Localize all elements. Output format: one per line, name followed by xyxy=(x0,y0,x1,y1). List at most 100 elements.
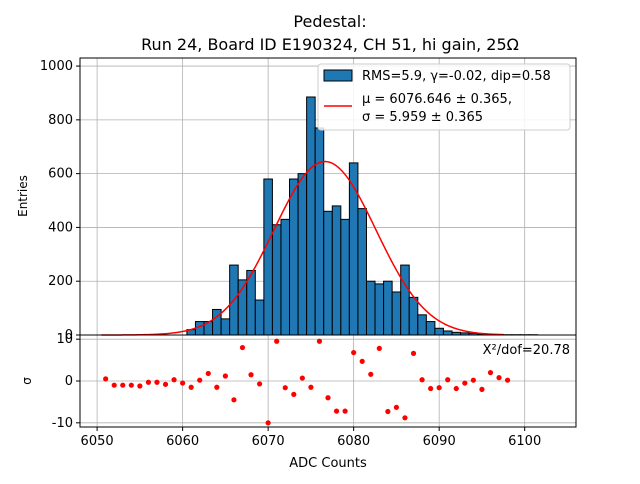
hist-bar xyxy=(384,281,393,335)
hist-bar xyxy=(298,174,307,335)
hist-bar xyxy=(426,322,435,335)
hist-bar xyxy=(307,97,316,335)
residual-point xyxy=(283,385,288,390)
residual-point xyxy=(360,359,365,364)
residual-point xyxy=(291,392,296,397)
residual-point xyxy=(411,351,416,356)
hist-y-tick-label: 800 xyxy=(48,113,73,128)
legend: RMS=5.9, γ=-0.02, dip=0.58 μ = 6076.646 … xyxy=(318,64,570,130)
hist-bar xyxy=(324,211,333,335)
residual-point xyxy=(488,370,493,375)
residual-point xyxy=(334,409,339,414)
residual-point xyxy=(180,380,185,385)
residual-y-axis-label: σ xyxy=(20,377,34,385)
residual-point xyxy=(214,385,219,390)
legend-hist-swatch xyxy=(324,70,352,81)
residual-point xyxy=(206,371,211,376)
residual-point xyxy=(325,395,330,400)
hist-bar xyxy=(349,163,358,335)
residual-point xyxy=(189,385,194,390)
x-tick-label: 6060 xyxy=(166,434,199,449)
x-tick-label: 6070 xyxy=(252,434,285,449)
hist-bar xyxy=(358,209,367,335)
legend-hist-label: RMS=5.9, γ=-0.02, dip=0.58 xyxy=(362,69,551,84)
legend-fit-label-sigma: σ = 5.959 ± 0.365 xyxy=(362,110,483,125)
hist-bar xyxy=(366,281,375,335)
residual-point xyxy=(462,380,467,385)
residual-point xyxy=(300,375,305,380)
residual-point xyxy=(445,377,450,382)
hist-y-tick-label: 1000 xyxy=(40,59,73,74)
hist-bar xyxy=(418,315,427,335)
x-axis-label: ADC Counts xyxy=(289,456,367,471)
residual-point xyxy=(351,350,356,355)
residual-point xyxy=(103,376,108,381)
residual-point xyxy=(385,409,390,414)
hist-y-tick-label: 600 xyxy=(48,167,73,182)
residual-point xyxy=(308,385,313,390)
residual-point xyxy=(163,382,168,387)
x-tick-label: 6090 xyxy=(423,434,456,449)
residual-point xyxy=(402,415,407,420)
residual-point xyxy=(454,386,459,391)
residual-point xyxy=(343,409,348,414)
hist-bar xyxy=(315,128,324,335)
residual-point xyxy=(154,380,159,385)
residual-point xyxy=(394,405,399,410)
hist-bar xyxy=(332,206,341,335)
hist-bar xyxy=(409,297,418,335)
hist-bar xyxy=(272,225,281,335)
hist-y-axis-label: Entries xyxy=(16,175,30,217)
hist-bar xyxy=(443,331,452,335)
residual-point xyxy=(120,383,125,388)
residual-point xyxy=(428,386,433,391)
residual-point xyxy=(471,378,476,383)
residual-point xyxy=(479,387,484,392)
residual-point xyxy=(146,380,151,385)
hist-bar xyxy=(341,219,350,335)
chi2-annotation: X²/dof=20.78 xyxy=(483,343,570,358)
residual-point xyxy=(223,373,228,378)
residual-point xyxy=(257,381,262,386)
hist-bar xyxy=(392,292,401,335)
hist-bar xyxy=(281,219,290,335)
residual-point xyxy=(419,377,424,382)
x-tick-label: 6100 xyxy=(508,434,541,449)
residual-point xyxy=(505,378,510,383)
residual-point xyxy=(112,383,117,388)
residual-point xyxy=(137,383,142,388)
residual-point xyxy=(197,378,202,383)
residual-point xyxy=(274,339,279,344)
residual-point xyxy=(437,385,442,390)
residual-point xyxy=(171,377,176,382)
residual-point xyxy=(317,339,322,344)
residual-y-tick-label: 0 xyxy=(65,374,73,389)
residual-y-tick-label: -10 xyxy=(52,416,73,431)
residual-point xyxy=(231,397,236,402)
x-tick-label: 6050 xyxy=(81,434,114,449)
residual-y-tick-label: 10 xyxy=(56,332,73,347)
residual-point xyxy=(496,375,501,380)
hist-bar xyxy=(255,300,264,335)
residual-point xyxy=(129,383,134,388)
residual-point xyxy=(368,372,373,377)
hist-bar xyxy=(264,179,273,335)
chart-title-line1: Pedestal: xyxy=(293,12,366,31)
chart-title-line2: Run 24, Board ID E190324, CH 51, hi gain… xyxy=(141,35,519,54)
hist-bar xyxy=(290,179,299,335)
legend-fit-label-mu: μ = 6076.646 ± 0.365, xyxy=(362,92,512,107)
residual-point xyxy=(377,346,382,351)
residual-point xyxy=(240,345,245,350)
hist-y-tick-label: 200 xyxy=(48,274,73,289)
x-tick-label: 6080 xyxy=(337,434,370,449)
residual-point xyxy=(248,372,253,377)
hist-bar xyxy=(213,309,222,335)
hist-bar xyxy=(401,265,410,335)
hist-y-tick-label: 400 xyxy=(48,220,73,235)
hist-bar xyxy=(221,319,230,335)
hist-bar xyxy=(375,284,384,335)
hist-bar xyxy=(435,328,444,335)
residual-point xyxy=(266,420,271,425)
